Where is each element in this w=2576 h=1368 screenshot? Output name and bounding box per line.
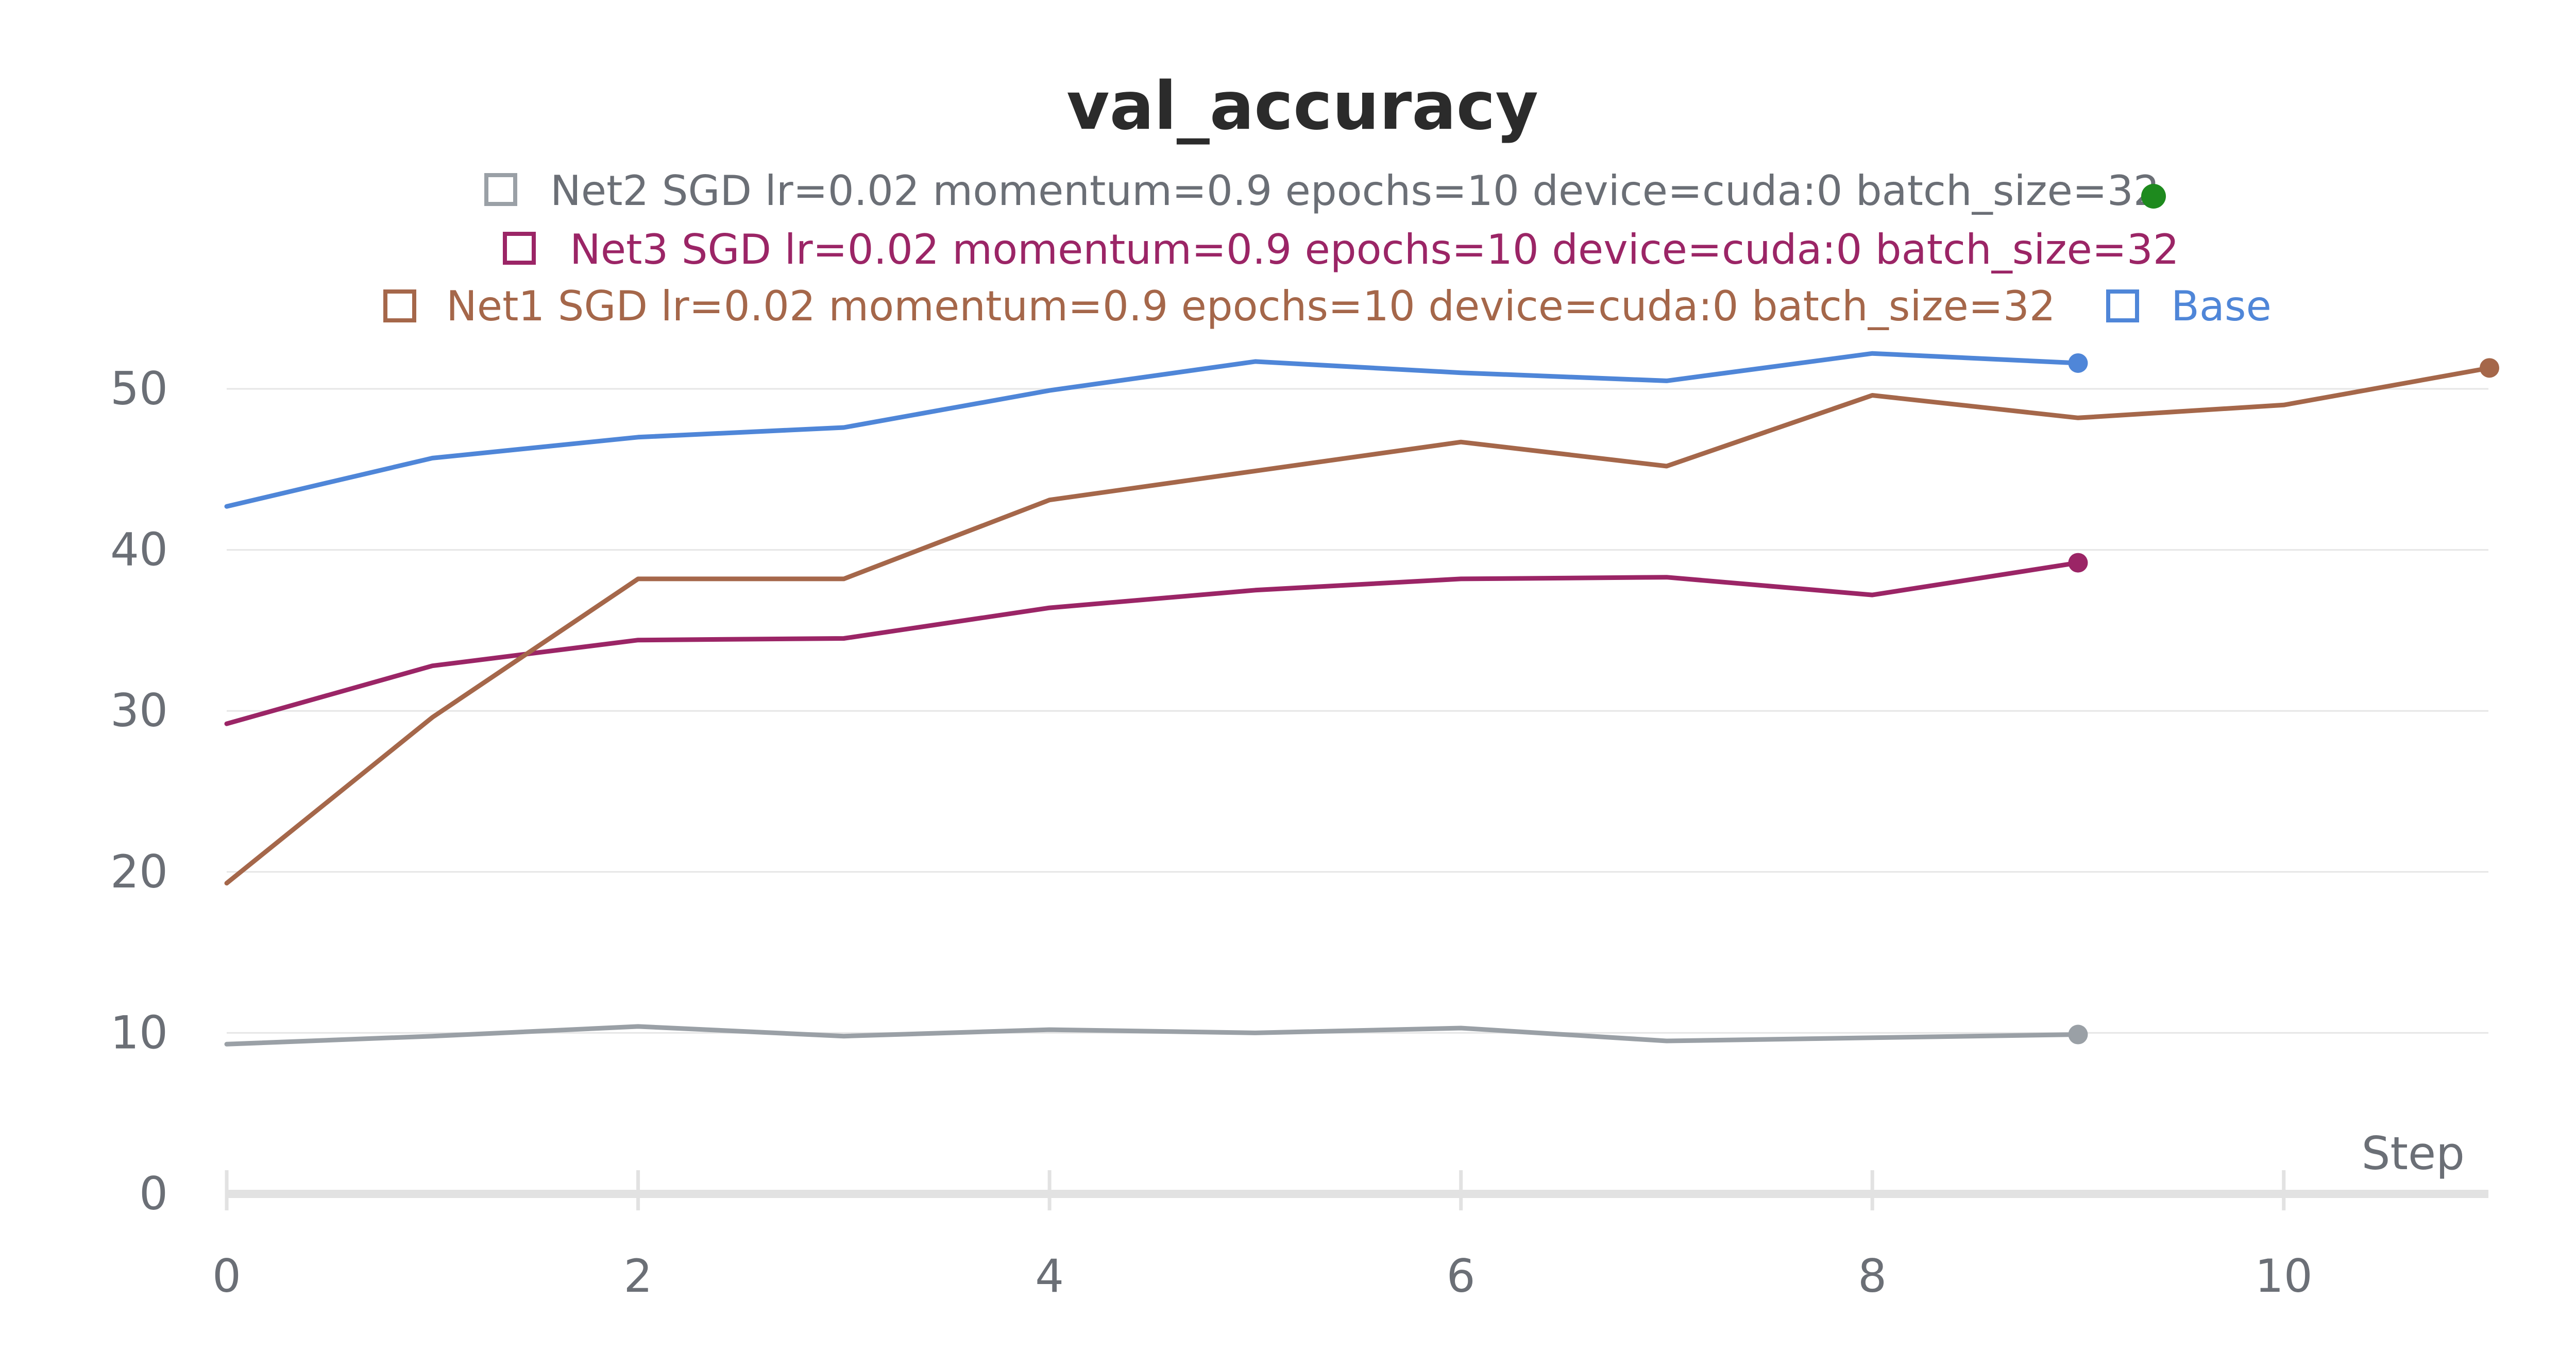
- legend-swatch-net1: [383, 289, 416, 322]
- x-tick-label-4: 4: [1035, 1250, 1064, 1303]
- x-tick-label-8: 8: [1858, 1250, 1887, 1303]
- y-tick-label-20: 20: [110, 845, 168, 898]
- legend-label-net3: Net3 SGD lr=0.02 momentum=0.9 epochs=10 …: [570, 226, 2179, 273]
- y-axis-labels: 0 10 20 30 40 50: [110, 362, 168, 1220]
- x-axis-labels: 0 2 4 6 8 10: [212, 1250, 2313, 1303]
- y-tick-label-30: 30: [110, 684, 168, 737]
- legend-label-net1: Net1 SGD lr=0.02 momentum=0.9 epochs=10 …: [446, 282, 2056, 330]
- legend-label-base: Base: [2171, 282, 2272, 330]
- legend-swatch-base: [2106, 289, 2139, 322]
- series-line-3: [224, 351, 2080, 509]
- legend-label-net2: Net2 SGD lr=0.02 momentum=0.9 epochs=10 …: [550, 167, 2160, 215]
- x-tick-label-10: 10: [2255, 1250, 2313, 1303]
- x-tick-label-2: 2: [624, 1250, 653, 1303]
- series-end-marker-1: [2068, 553, 2088, 573]
- series-line-1: [224, 560, 2080, 726]
- series-end-marker-0: [2068, 1024, 2088, 1045]
- legend-status-dot-icon: [2141, 184, 2166, 209]
- series-line-0: [224, 1024, 2080, 1047]
- x-tick-label-0: 0: [212, 1250, 241, 1303]
- x-tick-label-6: 6: [1447, 1250, 1476, 1303]
- legend: Net2 SGD lr=0.02 momentum=0.9 epochs=10 …: [383, 167, 2272, 330]
- legend-swatch-net3: [503, 232, 536, 265]
- legend-item-base[interactable]: Base: [2106, 282, 2272, 330]
- x-axis: [225, 1170, 2488, 1210]
- legend-swatch-net2: [484, 173, 517, 206]
- series-end-marker-2: [2480, 358, 2499, 378]
- legend-item-net2[interactable]: Net2 SGD lr=0.02 momentum=0.9 epochs=10 …: [484, 167, 2166, 215]
- series-end-marker-3: [2068, 353, 2088, 373]
- y-tick-label-0: 0: [139, 1167, 168, 1220]
- x-axis-title: Step: [2362, 1127, 2465, 1180]
- gridlines: [227, 388, 2488, 1034]
- y-tick-label-10: 10: [110, 1006, 168, 1059]
- legend-item-net1[interactable]: Net1 SGD lr=0.02 momentum=0.9 epochs=10 …: [383, 282, 2056, 330]
- series-line-2: [224, 365, 2492, 886]
- y-tick-label-50: 50: [110, 362, 168, 415]
- legend-item-net3[interactable]: Net3 SGD lr=0.02 momentum=0.9 epochs=10 …: [503, 226, 2179, 273]
- y-tick-label-40: 40: [110, 523, 168, 576]
- series-lines: [224, 351, 2499, 1047]
- chart-title: val_accuracy: [1066, 68, 1538, 145]
